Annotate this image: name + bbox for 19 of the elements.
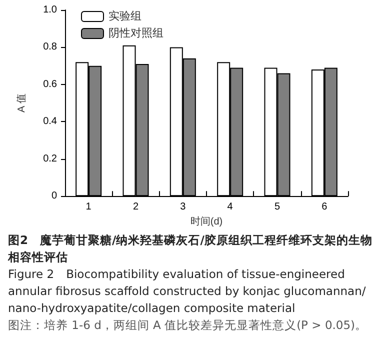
x-axis-title: 时间(d) (190, 216, 223, 228)
text: 图注：培养 1-6 d，两组间 A 值比较差异无显著性意义(P > 0.05)。 (8, 317, 368, 334)
y-tick-label: 0.4 (43, 116, 58, 128)
y-tick-label: 0.8 (43, 42, 58, 53)
y-tick-label: 0.2 (43, 153, 58, 164)
text: Figure 2 Biocompatibility evaluation of tissue-engineered annular fibrosus scaffold constructed by konjac glucomannan/ nano-hydroxyapatite/collagen composite material (8, 266, 367, 317)
x-tick-label: 6 (322, 202, 328, 213)
text: 图2 魔芋葡甘聚糖/纳米羟基磷灰石/胶原组织工程纤维环支架的生物相容性评估 (8, 232, 374, 266)
x-tick-label: 4 (227, 202, 234, 213)
legend-label: 实验组 (108, 10, 142, 22)
y-axis-title: A 值 (16, 94, 28, 113)
x-tick-label: 5 (274, 202, 280, 213)
y-tick-label: 1.0 (43, 4, 58, 16)
x-tick-label: 1 (86, 202, 92, 213)
x-tick-label: 2 (132, 202, 139, 213)
y-tick-label: 0 (51, 190, 58, 202)
x-tick-label: 3 (180, 202, 186, 213)
legend-label: 阴性对照组 (108, 26, 164, 40)
y-tick-label: 0.6 (43, 78, 58, 90)
